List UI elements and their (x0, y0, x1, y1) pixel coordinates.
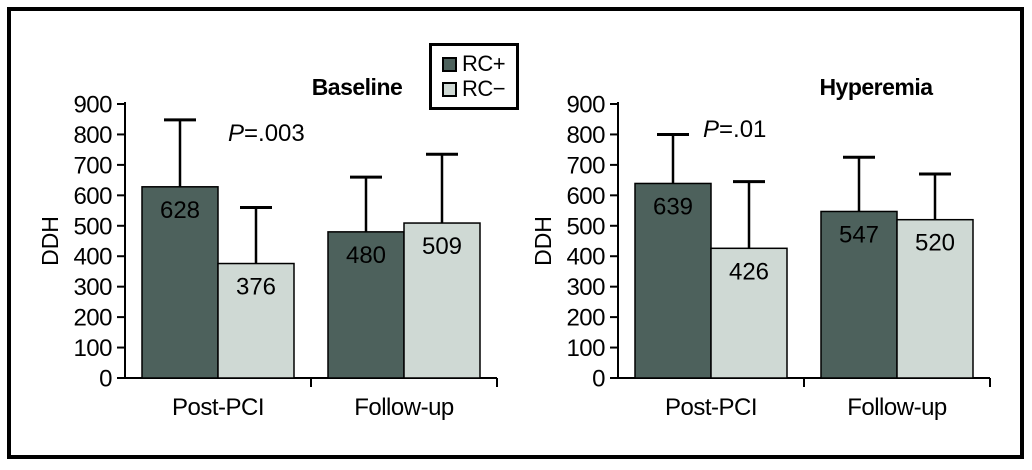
bar-value-label: 520 (915, 230, 955, 257)
x-category-label: Post-PCI (665, 394, 757, 421)
y-tick-label: 800 (73, 122, 112, 149)
legend: RC+ RC− (429, 43, 520, 110)
y-axis-label: DDH (530, 216, 556, 266)
x-category-label: Follow-up (354, 394, 454, 421)
legend-item-rc-minus: RC− (442, 76, 506, 101)
y-tick-label: 800 (566, 122, 605, 149)
figure-frame (7, 7, 1024, 459)
bar-rc-minus-follow-up (403, 222, 481, 379)
y-tick-label: 300 (73, 274, 112, 301)
legend-swatch-rc-plus-icon (442, 56, 457, 72)
y-tick-label: 900 (73, 92, 112, 119)
bar-value-label: 628 (160, 197, 200, 224)
bar-value-label: 509 (422, 233, 462, 260)
x-category-label: Follow-up (847, 394, 947, 421)
y-tick-label: 500 (73, 213, 112, 240)
y-tick-label: 100 (566, 335, 605, 362)
y-tick-label: 600 (566, 183, 605, 210)
bar-value-label: 480 (346, 242, 386, 269)
y-tick-label: 100 (73, 335, 112, 362)
legend-label-rc-plus: RC+ (462, 51, 506, 76)
y-tick-label: 200 (566, 305, 605, 332)
legend-swatch-rc-minus-icon (442, 81, 457, 97)
y-tick-label: 600 (73, 183, 112, 210)
bar-rc-plus-follow-up (327, 231, 405, 379)
y-tick-label: 400 (566, 244, 605, 271)
y-tick-label: 200 (73, 305, 112, 332)
bar-rc-minus-follow-up (896, 218, 974, 379)
panel-title: Baseline (312, 74, 403, 100)
y-axis-label: DDH (37, 216, 63, 266)
y-tick-label: 0 (592, 366, 605, 393)
bar-value-label: 426 (729, 258, 769, 285)
y-tick-label: 700 (566, 152, 605, 179)
y-tick-label: 300 (566, 274, 605, 301)
bar-value-label: 639 (653, 193, 693, 220)
y-tick-label: 700 (73, 152, 112, 179)
bar-rc-plus-post-pci (634, 182, 712, 379)
legend-item-rc-plus: RC+ (442, 51, 506, 76)
bar-rc-minus-post-pci (710, 247, 788, 379)
legend-label-rc-minus: RC− (462, 76, 506, 101)
p-value-annotation: P=.003 (228, 120, 305, 147)
panel-title: Hyperemia (819, 74, 933, 100)
y-tick-label: 500 (566, 213, 605, 240)
chart-panel-hyperemia: 0 100 200 300 400 500 600 700 800 900 DDH Hyperemia… (530, 74, 991, 421)
bar-rc-minus-post-pci (217, 262, 295, 379)
y-tick-label: 0 (99, 366, 112, 393)
bar-rc-plus-post-pci (141, 186, 219, 379)
y-tick-label: 400 (73, 244, 112, 271)
chart-panel-baseline: 0 100 200 300 400 500 600 700 800 900 DDH Baseline P… (37, 74, 498, 421)
x-category-label: Post-PCI (172, 394, 264, 421)
bar-rc-plus-follow-up (820, 210, 898, 379)
y-tick-label: 900 (566, 92, 605, 119)
bar-value-label: 547 (839, 221, 879, 248)
p-value-annotation: P=.01 (703, 116, 766, 143)
bar-value-label: 376 (236, 274, 276, 301)
